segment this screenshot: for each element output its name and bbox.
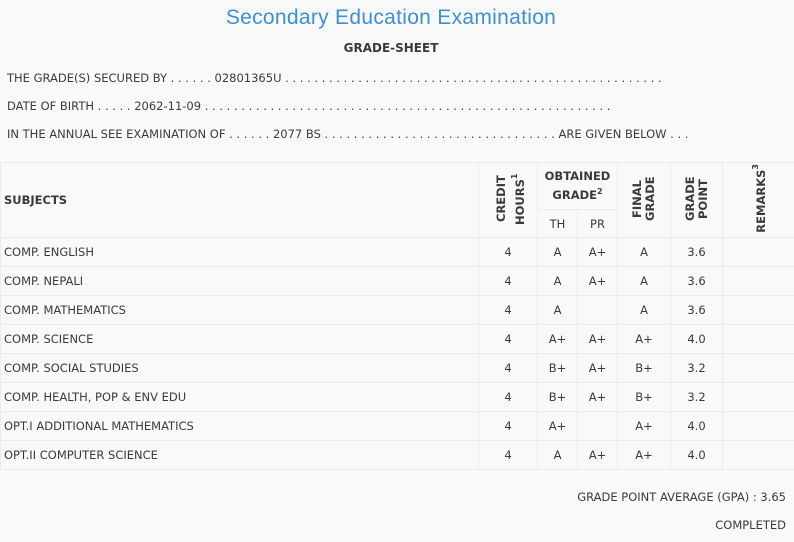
grade-sheet-heading: GRADE-SHEET bbox=[343, 41, 439, 55]
cell-th: A bbox=[537, 440, 578, 470]
cell-th: A+ bbox=[537, 324, 578, 354]
cell-th: B+ bbox=[537, 382, 578, 412]
cell-subject: COMP. SCIENCE bbox=[0, 324, 479, 354]
cell-pr: A+ bbox=[576, 266, 619, 296]
cell-point: 4.0 bbox=[670, 440, 724, 470]
cell-subject: COMP. MATHEMATICS bbox=[0, 295, 479, 325]
secured-by-line: THE GRADE(S) SECURED BY . . . . . . 0280… bbox=[7, 71, 662, 85]
table-row: COMP. MATHEMATICS 4 A A 3.6 bbox=[0, 295, 794, 325]
cell-subject: COMP. HEALTH, POP & ENV EDU bbox=[0, 382, 479, 412]
table-row: COMP. SCIENCE 4 A+ A+ A+ 4.0 bbox=[0, 324, 794, 354]
cell-final: A+ bbox=[617, 440, 672, 470]
cell-credit: 4 bbox=[478, 353, 538, 383]
cell-pr: A+ bbox=[576, 353, 619, 383]
cell-subject: COMP. SOCIAL STUDIES bbox=[0, 353, 479, 383]
cell-point: 3.6 bbox=[670, 295, 724, 325]
cell-subject: OPT.II COMPUTER SCIENCE bbox=[0, 440, 479, 470]
cell-th: A bbox=[537, 266, 578, 296]
cell-th: A bbox=[537, 237, 578, 267]
gpa-summary: GRADE POINT AVERAGE (GPA) : 3.65 bbox=[577, 490, 786, 504]
cell-final: B+ bbox=[617, 382, 672, 412]
cell-remarks bbox=[722, 382, 794, 412]
cell-pr bbox=[576, 295, 619, 325]
cell-final: A+ bbox=[617, 324, 672, 354]
cell-credit: 4 bbox=[478, 440, 538, 470]
cell-credit: 4 bbox=[478, 382, 538, 412]
cell-remarks bbox=[722, 353, 794, 383]
cell-subject: COMP. ENGLISH bbox=[0, 237, 479, 267]
cell-th: A bbox=[537, 295, 578, 325]
cell-credit: 4 bbox=[478, 266, 538, 296]
cell-credit: 4 bbox=[478, 237, 538, 267]
cell-remarks bbox=[722, 237, 794, 267]
cell-subject: COMP. NEPALI bbox=[0, 266, 479, 296]
cell-point: 3.6 bbox=[670, 266, 724, 296]
cell-final: B+ bbox=[617, 353, 672, 383]
cell-pr: A+ bbox=[576, 440, 619, 470]
table-row: OPT.II COMPUTER SCIENCE 4 A A+ A+ 4.0 bbox=[0, 440, 794, 470]
cell-final: A bbox=[617, 237, 672, 267]
cell-point: 3.2 bbox=[670, 353, 724, 383]
header-pr: PR bbox=[576, 209, 619, 238]
cell-remarks bbox=[722, 295, 794, 325]
cell-final: A bbox=[617, 295, 672, 325]
cell-final: A+ bbox=[617, 411, 672, 441]
cell-remarks bbox=[722, 324, 794, 354]
cell-credit: 4 bbox=[478, 324, 538, 354]
cell-th: B+ bbox=[537, 353, 578, 383]
header-remarks: REMARKS3 bbox=[722, 162, 794, 238]
cell-remarks bbox=[722, 411, 794, 441]
header-obtained-grade: OBTAINED GRADE2 bbox=[536, 162, 619, 210]
cell-point: 4.0 bbox=[670, 324, 724, 354]
table-row: COMP. NEPALI 4 A A+ A 3.6 bbox=[0, 266, 794, 296]
date-of-birth-line: DATE OF BIRTH . . . . . 2062-11-09 . . .… bbox=[7, 99, 611, 113]
cell-credit: 4 bbox=[478, 295, 538, 325]
cell-point: 3.6 bbox=[670, 237, 724, 267]
table-row: OPT.I ADDITIONAL MATHEMATICS 4 A+ A+ 4.0 bbox=[0, 411, 794, 441]
cell-pr bbox=[576, 411, 619, 441]
header-final-grade: FINAL GRADE bbox=[617, 162, 672, 238]
page-title: Secondary Education Examination bbox=[225, 6, 557, 29]
cell-th: A+ bbox=[537, 411, 578, 441]
table-row: COMP. SOCIAL STUDIES 4 B+ A+ B+ 3.2 bbox=[0, 353, 794, 383]
header-grade-point: GRADE POINT bbox=[670, 162, 724, 238]
cell-remarks bbox=[722, 266, 794, 296]
cell-subject: OPT.I ADDITIONAL MATHEMATICS bbox=[0, 411, 479, 441]
table-row: COMP. HEALTH, POP & ENV EDU 4 B+ A+ B+ 3.2 bbox=[0, 382, 794, 412]
table-row: COMP. ENGLISH 4 A A+ A 3.6 bbox=[0, 237, 794, 267]
cell-pr: A+ bbox=[576, 237, 619, 267]
result-status: COMPLETED bbox=[715, 518, 786, 532]
cell-remarks bbox=[722, 440, 794, 470]
cell-credit: 4 bbox=[478, 411, 538, 441]
header-subjects: SUBJECTS bbox=[0, 162, 479, 238]
cell-pr: A+ bbox=[576, 324, 619, 354]
cell-pr: A+ bbox=[576, 382, 619, 412]
grades-table: SUBJECTS CREDIT HOURS1 OBTAINED GRADE2 F… bbox=[0, 162, 794, 470]
examination-line: IN THE ANNUAL SEE EXAMINATION OF . . . .… bbox=[7, 127, 689, 141]
cell-point: 3.2 bbox=[670, 382, 724, 412]
header-th: TH bbox=[537, 209, 578, 238]
header-credit-hours: CREDIT HOURS1 bbox=[478, 162, 538, 238]
cell-point: 4.0 bbox=[670, 411, 724, 441]
cell-final: A bbox=[617, 266, 672, 296]
